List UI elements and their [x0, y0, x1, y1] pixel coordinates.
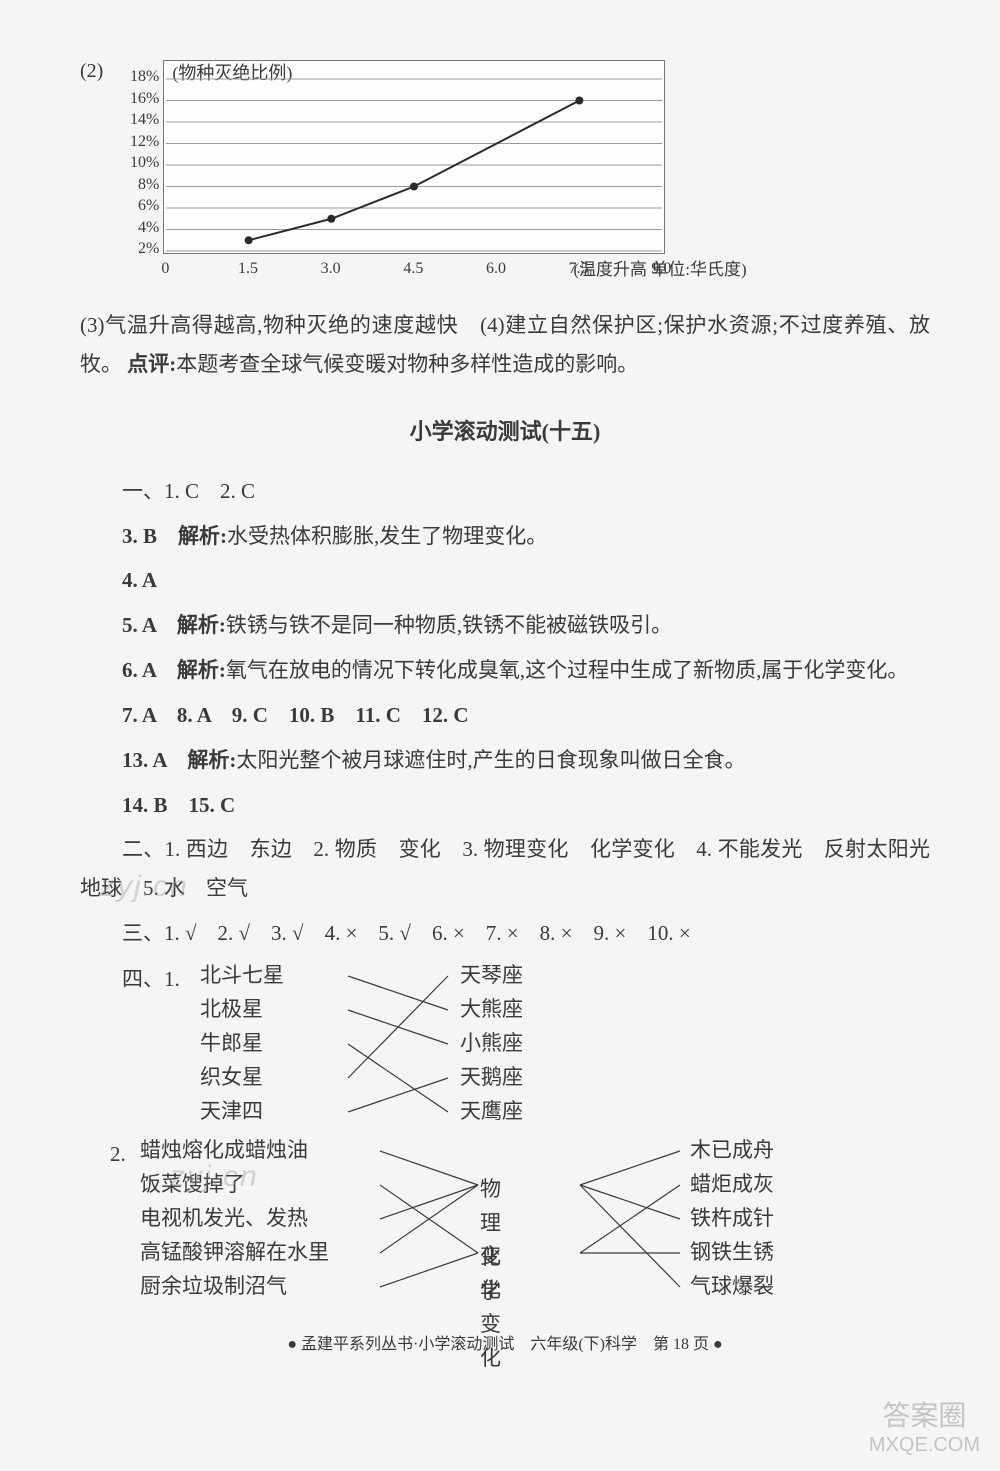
q3-q4-answer: (3)气温升高得越高,物种灭绝的速度越快 (4)建立自然保护区;保护水资源;不过… — [80, 306, 930, 384]
y-tick-label: 10% — [111, 154, 159, 172]
match-left-item: 饭菜馊掉了 — [140, 1168, 329, 1202]
match-header: 2. — [110, 1138, 126, 1172]
matching-q1: 四、1. 北斗七星北极星牛郎星织女星天津四 天琴座大熊座小熊座天鹅座天鹰座 — [80, 959, 930, 1134]
match-right-item: 天鹰座 — [460, 1095, 523, 1129]
x-tick-label: 6.0 — [486, 260, 506, 278]
match-right-item: 木已成舟 — [690, 1134, 774, 1168]
answer-line: 3. B 解析:水受热体积膨胀,发生了物理变化。 — [80, 517, 930, 556]
match-right-item: 大熊座 — [460, 993, 523, 1027]
answer-line: 4. A — [80, 561, 930, 600]
answer-line: 一、1. C 2. C — [80, 472, 930, 511]
match-mid-item: 化学变化 — [480, 1241, 501, 1375]
y-tick-label: 4% — [111, 219, 159, 237]
x-tick-label: 3.0 — [321, 260, 341, 278]
match-left-item: 蜡烛熔化成蜡烛油 — [140, 1134, 329, 1168]
match-left-item: 北斗七星 — [200, 959, 284, 993]
match-right-item: 气球爆裂 — [690, 1270, 774, 1304]
y-tick-label: 16% — [111, 90, 159, 108]
match-left-item: 北极星 — [200, 993, 284, 1027]
page-footer: ● 孟建平系列丛书·小学滚动测试 六年级(下)科学 第 18 页 ● — [80, 1330, 930, 1354]
x-tick-label: 1.5 — [238, 260, 258, 278]
answer-line: 13. A 解析:太阳光整个被月球遮住时,产生的日食现象叫做日全食。 — [80, 741, 930, 780]
match-left-item: 高锰酸钾溶解在水里 — [140, 1236, 329, 1270]
match-left-item: 牛郎星 — [200, 1027, 284, 1061]
answer-line: 14. B 15. C — [80, 786, 930, 825]
match-left-item: 厨余垃圾制沼气 — [140, 1270, 329, 1304]
match-right-item: 天鹅座 — [460, 1061, 523, 1095]
chart-x-caption: (温度升高 单位:华氏度) — [573, 255, 746, 280]
answer-line: 6. A 解析:氧气在放电的情况下转化成臭氧,这个过程中生成了新物质,属于化学变… — [80, 651, 930, 690]
match-right-item: 小熊座 — [460, 1027, 523, 1061]
x-tick-label: 0 — [161, 260, 169, 278]
extinction-chart: (物种灭绝比例) — [163, 60, 665, 254]
chart-svg — [164, 61, 664, 253]
question-number: (2) — [80, 60, 103, 83]
fill-blank-answers: 二、1. 西边 东边 2. 物质 变化 3. 物理变化 化学变化 4. 不能发光… — [80, 830, 930, 908]
match-right-item: 钢铁生锈 — [690, 1236, 774, 1270]
y-tick-label: 2% — [111, 240, 159, 258]
match-left-item: 织女星 — [200, 1061, 284, 1095]
true-false-answers: 三、1. √ 2. √ 3. √ 4. × 5. √ 6. × 7. × 8. … — [80, 914, 930, 953]
match-right-item: 蜡炬成灰 — [690, 1168, 774, 1202]
x-tick-label: 4.5 — [403, 260, 423, 278]
match-left-item: 天津四 — [200, 1095, 284, 1129]
match-left-item: 电视机发光、发热 — [140, 1202, 329, 1236]
y-tick-label: 6% — [111, 197, 159, 215]
corner-watermark: 答案圈 MXQE.COM — [869, 1394, 980, 1457]
y-tick-label: 12% — [111, 133, 159, 151]
y-tick-label: 14% — [111, 111, 159, 129]
match-header: 四、1. — [80, 963, 180, 997]
y-tick-label: 18% — [111, 68, 159, 86]
answer-line: 5. A 解析:铁锈与铁不是同一种物质,铁锈不能被磁铁吸引。 — [80, 606, 930, 645]
answer-line: 7. A 8. A 9. C 10. B 11. C 12. C — [80, 696, 930, 735]
section-title: 小学滚动测试(十五) — [80, 414, 930, 446]
match-right-item: 铁杵成针 — [690, 1202, 774, 1236]
matching-q2: 2. 蜡烛熔化成蜡烛油饭菜馊掉了电视机发光、发热高锰酸钾溶解在水里厨余垃圾制沼气… — [80, 1134, 930, 1312]
y-tick-label: 8% — [111, 176, 159, 194]
match-right-item: 天琴座 — [460, 959, 523, 993]
